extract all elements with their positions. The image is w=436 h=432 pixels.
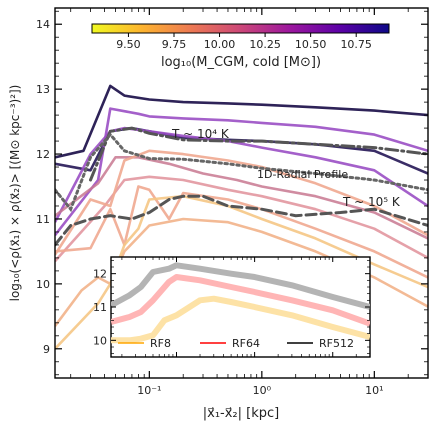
series-line-5: [55, 175, 428, 263]
reference-line-1: [55, 132, 428, 213]
inset-y-tick-label: 11: [93, 301, 107, 314]
colorbar: [91, 23, 390, 34]
x-tick-label: 10⁻¹: [137, 384, 161, 397]
inset-y-tick-label: 12: [93, 268, 107, 281]
x-tick-label: 10¹: [365, 384, 383, 397]
inset-series-RF512: [111, 262, 370, 310]
legend-label-RF8: RF8: [150, 337, 171, 350]
colorbar-label: log₁₀(M_CGM, cold [M⊙]): [161, 55, 321, 70]
series-line-7: [55, 185, 428, 279]
colorbar-tick-label: 10.25: [249, 38, 281, 51]
reference-line-0: [89, 126, 428, 182]
colorbar-tick-label: 10.00: [204, 38, 236, 51]
inset-legend: RF8 RF64 RF512: [118, 337, 354, 350]
main-axes: 9 10 11 12 13 14 10⁻¹ 10⁰ 10¹: [36, 8, 429, 397]
annotation-radial-profile: 1D-Radial Profile: [257, 168, 348, 181]
colorbar-tick-label: 9.75: [162, 38, 187, 51]
colorbar-tick-label: 10.75: [340, 38, 372, 51]
y-axis-label: log₁₀(<ρ(x⃗₁) × ρ(x⃗₂)> [(M⊙ kpc⁻³)²]): [8, 85, 22, 302]
colorbar-tick-label: 10.50: [295, 38, 327, 51]
series-line-3: [55, 126, 428, 223]
y-tick-label: 14: [36, 18, 50, 31]
inset-axes: 10 11 12: [93, 257, 371, 357]
x-axis-label: |x⃗₁-x⃗₂| [kpc]: [203, 406, 279, 421]
y-tick-label: 11: [36, 213, 50, 226]
reference-lines: [55, 126, 428, 247]
y-tick-label: 10: [36, 278, 50, 291]
inset-series-RF64: [111, 274, 370, 327]
y-tick-label: 12: [36, 148, 50, 161]
reference-line-2: [55, 194, 428, 247]
inset-y-tick-label: 10: [93, 334, 107, 347]
series-line-2: [55, 107, 428, 237]
inset-series-lines: [111, 262, 370, 344]
series-line-6: [55, 149, 428, 256]
annotation-t1e4: T ~ 10⁴ K: [171, 127, 230, 141]
colorbar-tick-label: 9.50: [116, 38, 141, 51]
x-tick-label: 10⁰: [253, 384, 272, 397]
legend-label-RF64: RF64: [232, 337, 260, 350]
y-tick-label: 13: [36, 83, 50, 96]
legend-label-RF512: RF512: [319, 337, 354, 350]
annotation-t1e5: T ~ 10⁵ K: [342, 195, 401, 209]
series-line-0: [55, 84, 428, 159]
y-tick-label: 9: [43, 343, 50, 356]
series-line-9: [55, 194, 428, 350]
colorbar-ticks: 9.50 9.75 10.00 10.25 10.50 10.75: [116, 33, 372, 51]
inset-series-RF8: [111, 295, 370, 344]
series-line-8: [55, 217, 428, 327]
series-line-4: [55, 156, 428, 240]
